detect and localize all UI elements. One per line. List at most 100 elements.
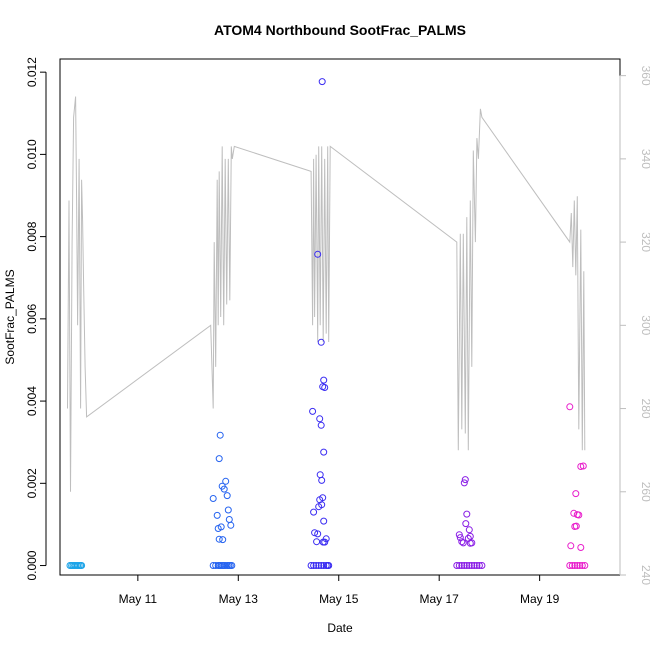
- data-point: [468, 562, 476, 569]
- x-tick-label: May 13: [219, 592, 259, 606]
- data-point: [458, 562, 466, 569]
- data-point: [317, 421, 325, 429]
- data-point: [463, 562, 471, 569]
- data-point: [309, 407, 317, 415]
- data-point: [460, 479, 468, 487]
- y-tick-label: 0.000: [25, 550, 39, 580]
- data-point: [314, 530, 322, 538]
- x-tick-label: May 11: [119, 592, 158, 606]
- data-point: [566, 562, 574, 569]
- y-tick-label: 0.004: [25, 386, 39, 416]
- data-point: [320, 448, 328, 456]
- data-point: [576, 562, 584, 569]
- data-point: [571, 562, 579, 569]
- y2-tick-label: 340: [639, 149, 650, 169]
- data-point: [453, 562, 461, 569]
- data-point: [567, 542, 575, 550]
- axes-layer: 0.000 0.002 0.004 0.006 0.008 0.010 0.012 May 1…: [25, 57, 650, 606]
- data-point: [462, 520, 470, 528]
- y-tick-label: 0.010: [25, 139, 39, 169]
- data-point: [219, 536, 227, 544]
- right-axis-line-layer: [67, 96, 586, 492]
- data-point: [575, 511, 583, 519]
- data-point: [307, 562, 315, 569]
- data-point: [215, 455, 223, 463]
- data-point: [310, 562, 318, 569]
- data-point: [577, 463, 585, 470]
- data-point: [320, 562, 328, 569]
- data-point: [217, 523, 225, 531]
- data-point: [573, 562, 581, 569]
- data-point: [318, 476, 326, 484]
- data-point: [459, 539, 467, 547]
- data-point: [310, 508, 318, 516]
- y-axis-label: SootFrac_PALMS: [3, 269, 17, 364]
- data-point: [216, 431, 224, 439]
- data-point: [458, 538, 466, 546]
- data-point: [460, 562, 468, 569]
- data-point: [465, 526, 473, 534]
- x-axis-label: Date: [327, 621, 353, 635]
- data-point: [315, 503, 323, 511]
- data-point: [221, 562, 229, 569]
- data-point: [478, 562, 486, 569]
- y2-tick-label: 280: [639, 399, 650, 419]
- y2-tick-label: 360: [639, 66, 650, 86]
- data-point: [227, 521, 235, 529]
- x-tick-label: May 17: [420, 592, 460, 606]
- data-point: [466, 532, 474, 540]
- data-point: [461, 476, 469, 484]
- y-tick-label: 0.012: [25, 57, 39, 87]
- y2-tick-label: 320: [639, 232, 650, 252]
- data-point: [314, 250, 322, 258]
- data-point: [566, 403, 574, 411]
- chart-title: ATOM4 Northbound SootFrac_PALMS: [214, 22, 466, 38]
- data-point: [572, 490, 580, 498]
- y2-tick-label: 300: [639, 315, 650, 335]
- data-point: [581, 562, 589, 569]
- data-point: [318, 78, 326, 86]
- data-point: [311, 529, 319, 537]
- data-point: [456, 534, 464, 542]
- data-point: [463, 510, 471, 518]
- data-point: [321, 384, 329, 391]
- data-point: [473, 562, 481, 569]
- data-point: [465, 562, 473, 569]
- data-point: [315, 562, 323, 569]
- data-point: [312, 562, 320, 569]
- data-point: [78, 562, 86, 569]
- y-tick-label: 0.002: [25, 468, 39, 498]
- data-point: [317, 338, 325, 346]
- data-point: [313, 538, 321, 546]
- x-tick-label: May 15: [319, 592, 359, 606]
- data-point: [577, 544, 585, 551]
- data-point: [220, 485, 228, 493]
- right-axis-line: [67, 96, 586, 492]
- y-tick-label: 0.006: [25, 304, 39, 334]
- data-point: [222, 477, 230, 485]
- data-point: [209, 495, 217, 502]
- data-point: [475, 562, 483, 569]
- data-point: [215, 535, 223, 543]
- data-point: [570, 509, 578, 517]
- points-layer: [66, 78, 589, 569]
- data-point: [572, 522, 580, 530]
- data-point: [228, 562, 236, 569]
- data-point: [320, 517, 328, 525]
- data-point: [320, 376, 328, 384]
- y2-tick-label: 240: [639, 565, 650, 585]
- y-tick-label: 0.008: [25, 221, 39, 251]
- data-point: [578, 562, 586, 569]
- data-point: [321, 538, 329, 546]
- data-point: [455, 562, 463, 569]
- data-point: [213, 511, 221, 519]
- data-point: [579, 462, 587, 470]
- data-point: [466, 539, 474, 547]
- data-point: [316, 415, 324, 423]
- y2-tick-label: 260: [639, 482, 650, 502]
- data-point: [223, 492, 231, 500]
- data-point: [455, 531, 463, 539]
- data-point: [325, 562, 333, 569]
